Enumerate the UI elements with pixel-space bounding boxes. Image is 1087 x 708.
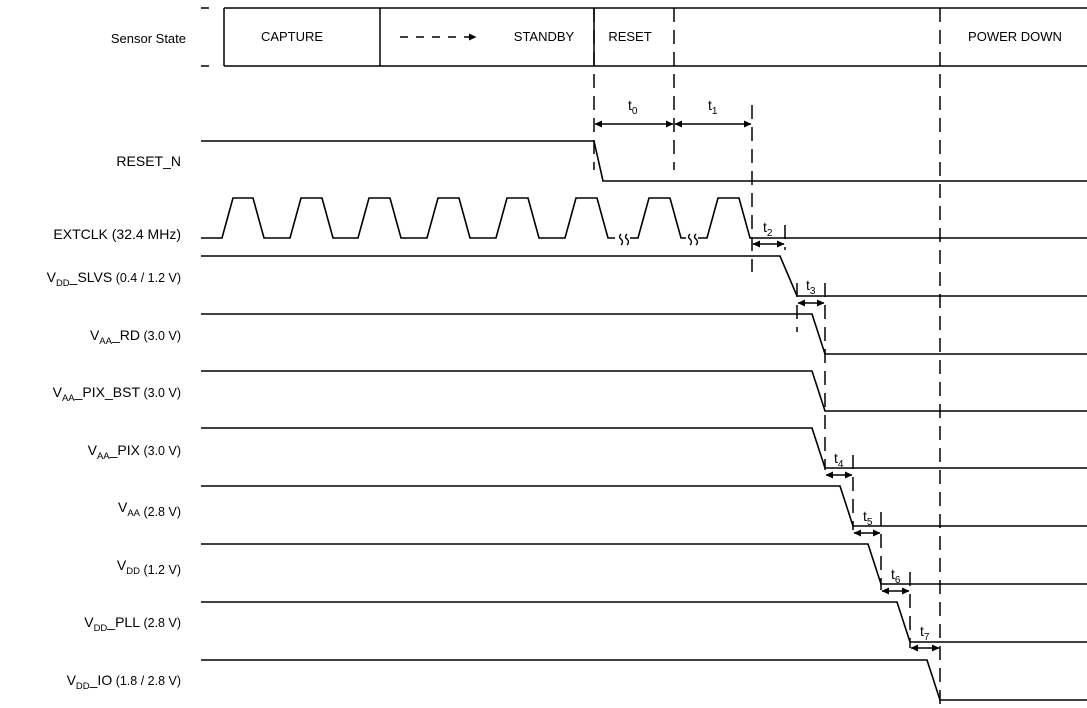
break-squiggle bbox=[618, 233, 624, 246]
state-power-down: POWER DOWN bbox=[968, 29, 1062, 44]
state-capture: CAPTURE bbox=[261, 29, 323, 44]
signal-label-vdd: VDD (1.2 V) bbox=[117, 557, 181, 577]
break-squiggle bbox=[693, 233, 699, 246]
waveforms bbox=[201, 140, 1087, 701]
t1-label: t1 bbox=[708, 97, 718, 117]
signal-label-vdd-io: VDD_IO (1.8 / 2.8 V) bbox=[67, 672, 181, 692]
signal-label-vaa-pix-bst: VAA_PIX_BST (3.0 V) bbox=[53, 384, 181, 404]
wave-extclk-3 bbox=[698, 197, 1087, 239]
wave-extclk-2 bbox=[630, 197, 686, 239]
timing-arrows bbox=[594, 120, 940, 652]
break-squiggle bbox=[624, 233, 630, 246]
signal-label-vaa-rd: VAA_RD (3.0 V) bbox=[90, 327, 181, 347]
wave-vaa-pix-bst bbox=[201, 370, 1087, 412]
wave-vdd-io bbox=[201, 659, 1087, 701]
wave-vdd bbox=[201, 543, 1087, 585]
signal-label-reset-n: RESET_N bbox=[116, 153, 181, 169]
state-reset: RESET bbox=[608, 29, 651, 44]
sensor-state-label: Sensor State bbox=[111, 31, 186, 46]
state-bar bbox=[201, 7, 1087, 67]
t4-label: t4 bbox=[834, 450, 844, 470]
t3-label: t3 bbox=[806, 277, 816, 297]
wave-extclk bbox=[201, 197, 615, 239]
signal-label-vdd-pll: VDD_PLL (2.8 V) bbox=[84, 614, 181, 634]
wave-vdd-slvs bbox=[201, 255, 1087, 297]
wave-vaa-pix bbox=[201, 427, 1087, 469]
signal-label-vaa: VAA (2.8 V) bbox=[118, 499, 181, 519]
t0-label: t0 bbox=[628, 97, 638, 117]
wave-reset-n bbox=[201, 140, 1087, 182]
state-standby: STANDBY bbox=[514, 29, 575, 44]
t6-label: t6 bbox=[891, 566, 901, 586]
wave-vaa bbox=[201, 485, 1087, 527]
reference-lines bbox=[593, 8, 941, 705]
t7-label: t7 bbox=[920, 623, 930, 643]
break-squiggle bbox=[687, 233, 693, 246]
t5-label: t5 bbox=[863, 508, 873, 528]
clock-break-marks bbox=[618, 233, 699, 246]
t2-label: t2 bbox=[763, 219, 773, 239]
wave-vaa-rd bbox=[201, 313, 1087, 355]
wave-vdd-pll bbox=[201, 601, 1087, 643]
signal-label-extclk: EXTCLK (32.4 MHz) bbox=[53, 226, 181, 242]
signal-label-vdd-slvs: VDD_SLVS (0.4 / 1.2 V) bbox=[47, 269, 181, 289]
signal-label-vaa-pix: VAA_PIX (3.0 V) bbox=[88, 442, 181, 462]
